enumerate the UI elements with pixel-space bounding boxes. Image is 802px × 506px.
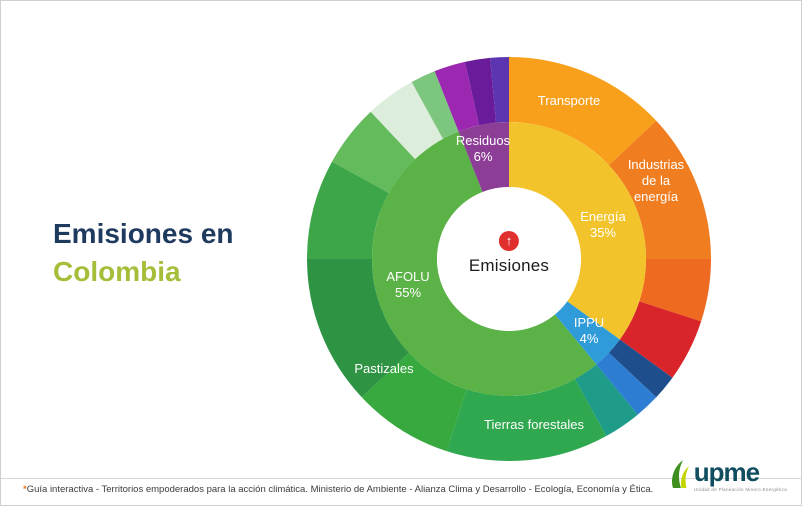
arc-outer-afolu	[307, 161, 389, 259]
arc-outer-ippu	[608, 339, 673, 398]
arc-outer-afolu	[575, 364, 638, 437]
label-afolu: AFOLU 55%	[386, 269, 430, 300]
arc-inner-afolu	[371, 131, 597, 397]
label-transporte: Transporte	[537, 93, 601, 108]
label-pastizales: Pastizales	[354, 361, 414, 376]
arc-outer-ippu	[596, 352, 657, 415]
arc-outer-residuos	[489, 57, 509, 123]
upme-wordmark: upme	[693, 457, 760, 487]
label-residuos: Residuos 6%	[455, 133, 511, 164]
arc-outer-energia	[639, 259, 711, 322]
arc-outer-afolu	[331, 111, 416, 193]
arc-inner-residuos	[458, 122, 509, 193]
arc-outer-residuos	[464, 57, 497, 126]
chart-center: ↑ Emisiones	[469, 231, 549, 276]
arc-inner-ippu	[554, 301, 620, 365]
arc-outer-tierras-forestales	[446, 379, 607, 461]
footer-divider	[1, 478, 801, 479]
up-arrow-icon: ↑	[499, 231, 519, 251]
label-energia: Energía 35%	[580, 209, 626, 240]
arc-outer-energia	[619, 301, 702, 378]
center-hole	[437, 187, 581, 331]
arc-outer-afolu	[370, 81, 443, 160]
arc-outer-transporte	[509, 57, 657, 166]
upme-logo-text: upme Unidad de Planeación Minero Energét…	[694, 459, 787, 492]
footnote-asterisk: *	[23, 484, 27, 495]
label-industrias-energia: Industrias de la energía	[627, 157, 685, 204]
label-ippu: IPPU 4%	[573, 315, 605, 346]
arc-inner-energia	[509, 122, 646, 340]
footnote-text: Guía interactiva - Territorios empoderad…	[26, 484, 654, 495]
upme-logo: upme Unidad de Planeación Minero Energét…	[668, 459, 787, 494]
title-line-2: Colombia	[53, 256, 181, 287]
arc-outer-pastizales	[307, 259, 410, 398]
label-tierras-forestales: Tierras forestales	[484, 417, 584, 432]
emissions-sunburst-chart: Transporte Residuos 6% Industrias de la …	[307, 57, 711, 461]
arc-outer-afolu	[361, 352, 467, 452]
page-title: Emisiones en Colombia	[53, 215, 234, 291]
arc-outer-afolu	[411, 71, 459, 139]
footer-note: *Guía interactiva - Territorios empodera…	[23, 484, 653, 495]
title-line-1: Emisiones en	[53, 218, 234, 249]
upme-tagline: Unidad de Planeación Minero Energética	[693, 487, 787, 492]
upme-logo-icon	[668, 459, 690, 494]
arc-outer-residuos	[434, 61, 480, 132]
sunburst-svg	[307, 57, 711, 461]
arc-outer-industrias-de-la-energia	[608, 120, 711, 259]
center-label: Emisiones	[468, 256, 550, 275]
